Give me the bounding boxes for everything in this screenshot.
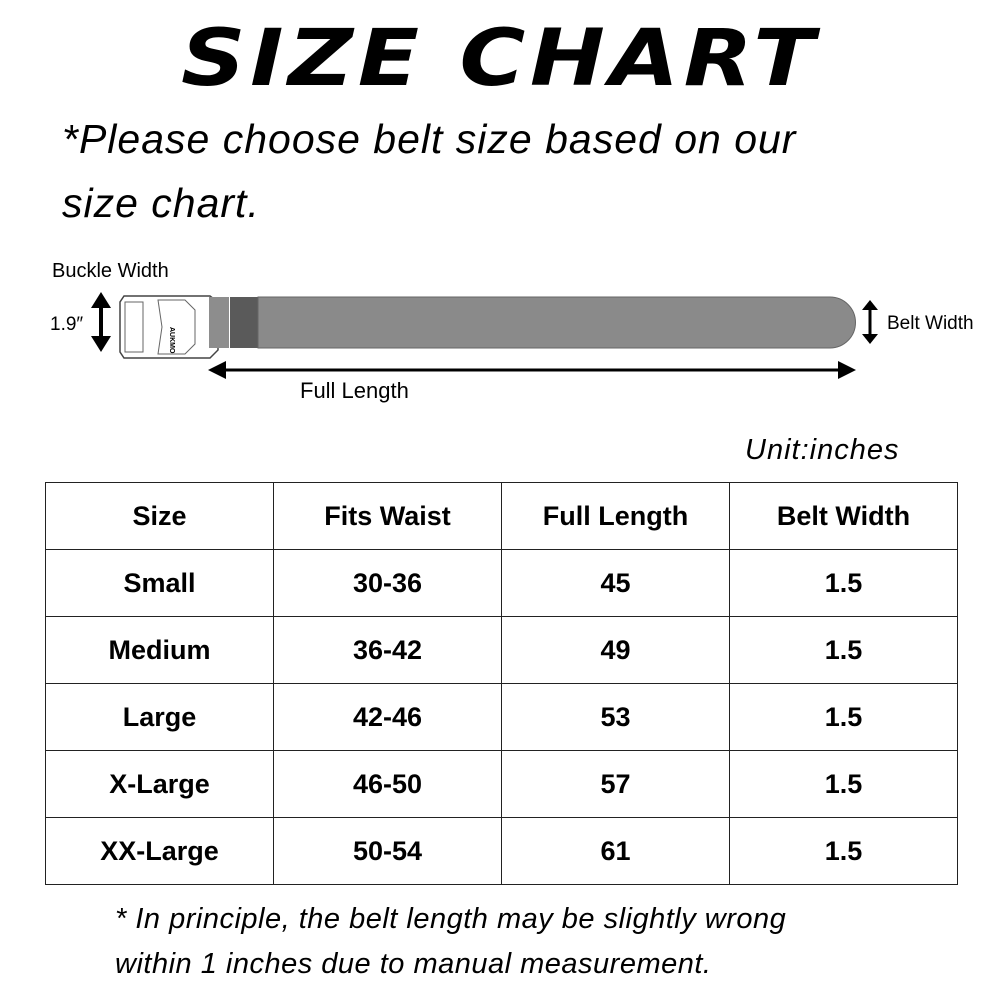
cell: Medium	[45, 616, 274, 684]
header-full-length: Full Length	[501, 482, 730, 550]
footnote-line-2: within 1 inches due to manual measuremen…	[115, 948, 712, 980]
cell: 1.5	[729, 549, 958, 617]
cell: 49	[501, 616, 730, 684]
buckle-icon: AUKMO	[119, 295, 219, 359]
cell: 1.5	[729, 817, 958, 885]
size-table: Size Fits Waist Full Length Belt Width S…	[45, 482, 958, 885]
cell: 45	[501, 549, 730, 617]
belt-width-label: Belt Width	[887, 313, 974, 334]
page-title: SIZE CHART	[180, 14, 820, 104]
buckle-width-label: Buckle Width	[52, 260, 169, 282]
cell: X-Large	[45, 750, 274, 818]
cell: 46-50	[273, 750, 502, 818]
table-row: X-Large 46-50 57 1.5	[45, 750, 958, 818]
table-row: Large 42-46 53 1.5	[45, 683, 958, 751]
cell: 1.5	[729, 750, 958, 818]
cell: Large	[45, 683, 274, 751]
unit-label: Unit:inches	[745, 434, 900, 466]
buckle-logo: AUKMO	[168, 327, 175, 354]
cell: 57	[501, 750, 730, 818]
cell: 1.5	[729, 616, 958, 684]
cell: 53	[501, 683, 730, 751]
cell: 30-36	[273, 549, 502, 617]
full-length-label: Full Length	[300, 378, 409, 403]
full-length-arrow-icon	[208, 361, 856, 379]
cell: 36-42	[273, 616, 502, 684]
table-row: XX-Large 50-54 61 1.5	[45, 817, 958, 885]
cell: XX-Large	[45, 817, 274, 885]
buckle-width-value: 1.9″	[50, 314, 84, 335]
buckle-width-arrow-icon	[91, 292, 111, 352]
cell: 61	[501, 817, 730, 885]
footnote-line-1: * In principle, the belt length may be s…	[115, 903, 787, 935]
table-row: Medium 36-42 49 1.5	[45, 616, 958, 684]
subtitle-line-2: size chart.	[62, 180, 260, 226]
cell: Small	[45, 549, 274, 617]
table-row: Small 30-36 45 1.5	[45, 549, 958, 617]
cell: 50-54	[273, 817, 502, 885]
belt-strap	[257, 296, 856, 349]
belt-width-arrow-icon	[862, 300, 878, 344]
subtitle-line-1: *Please choose belt size based on our	[62, 116, 797, 162]
belt-diagram: AUKMO	[91, 292, 878, 379]
cell: 42-46	[273, 683, 502, 751]
header-belt-width: Belt Width	[729, 482, 958, 550]
belt-keeper	[230, 297, 258, 348]
header-size: Size	[45, 482, 274, 550]
header-fits-waist: Fits Waist	[273, 482, 502, 550]
table-header-row: Size Fits Waist Full Length Belt Width	[45, 482, 958, 550]
cell: 1.5	[729, 683, 958, 751]
belt-end	[209, 297, 229, 348]
